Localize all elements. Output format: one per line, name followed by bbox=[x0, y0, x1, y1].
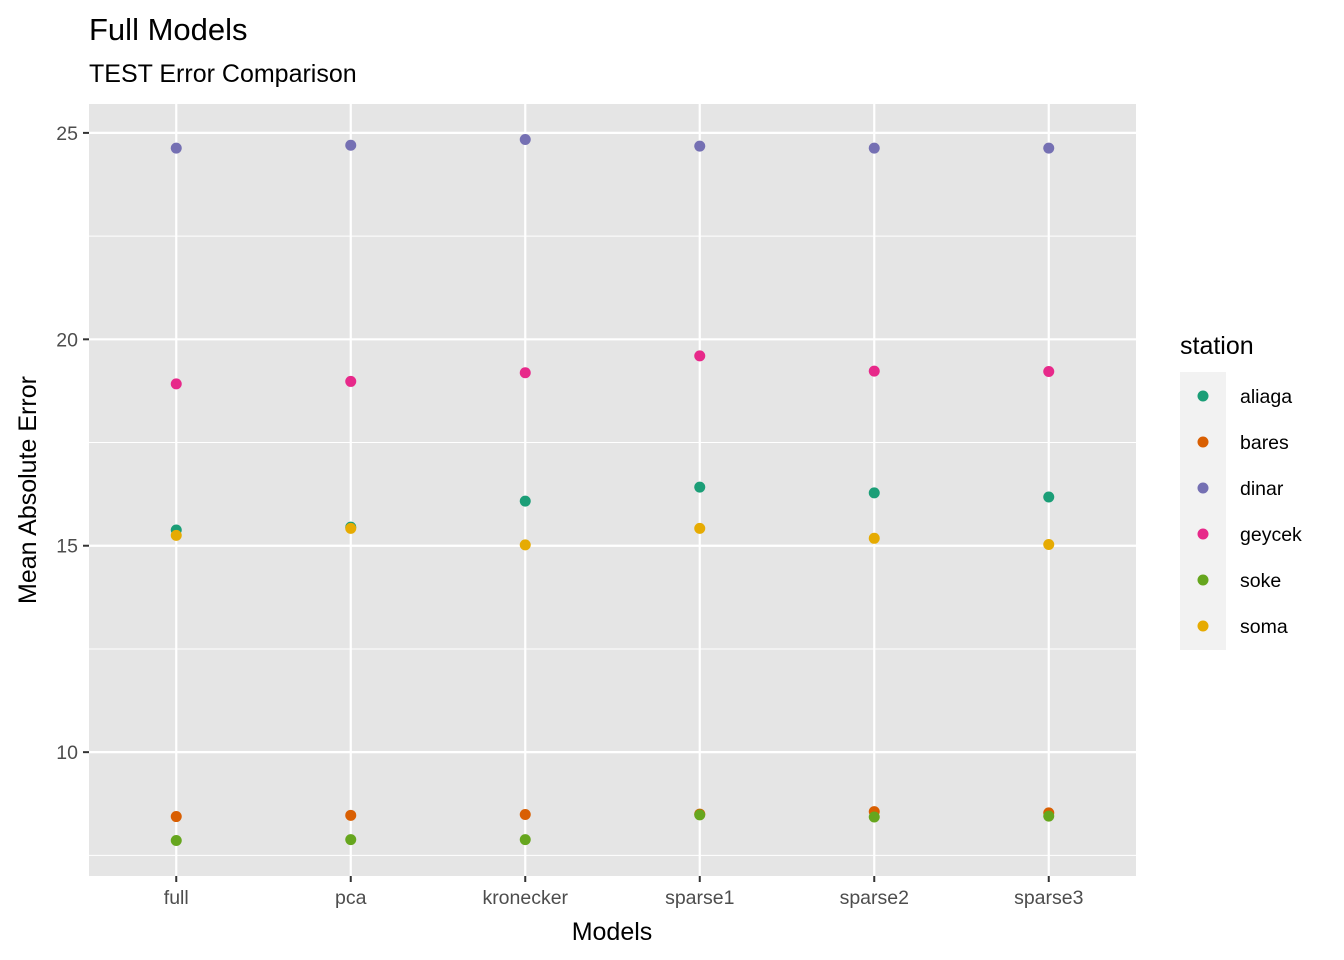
point-soma-kronecker bbox=[519, 539, 531, 551]
legend-key-soke bbox=[1197, 574, 1209, 586]
point-bares-full bbox=[170, 811, 182, 823]
point-soma-sparse2 bbox=[868, 532, 880, 544]
x-tick-label-kronecker: kronecker bbox=[482, 887, 568, 909]
point-soke-pca bbox=[345, 834, 357, 846]
point-aliaga-sparse3 bbox=[1043, 491, 1055, 503]
point-geycek-sparse2 bbox=[868, 365, 880, 377]
y-tick-label: 15 bbox=[56, 536, 78, 558]
minor-gridlines bbox=[89, 235, 1136, 856]
point-aliaga-sparse1 bbox=[694, 481, 706, 493]
x-tick-label-sparse2: sparse2 bbox=[840, 887, 909, 909]
legend-label-dinar: dinar bbox=[1240, 478, 1284, 500]
legend-key-background bbox=[1180, 372, 1226, 650]
y-axis-title: Mean Absolute Error bbox=[14, 376, 42, 604]
y-tick-label: 20 bbox=[56, 329, 78, 351]
legend-label-bares: bares bbox=[1240, 432, 1289, 454]
point-soma-pca bbox=[345, 522, 357, 534]
point-soma-sparse1 bbox=[694, 522, 706, 534]
legend-key-dinar bbox=[1197, 482, 1209, 494]
point-geycek-pca bbox=[345, 375, 357, 387]
point-bares-kronecker bbox=[519, 808, 531, 820]
point-geycek-full bbox=[170, 378, 182, 390]
x-axis: full pca kronecker sparse1 sparse2 sparse3 bbox=[164, 876, 1083, 909]
data-points bbox=[170, 134, 1055, 846]
point-geycek-kronecker bbox=[519, 367, 531, 379]
x-tick-label-full: full bbox=[164, 887, 189, 909]
point-dinar-kronecker bbox=[519, 134, 531, 146]
point-soke-full bbox=[170, 834, 182, 846]
point-aliaga-kronecker bbox=[519, 495, 531, 507]
y-tick-label: 25 bbox=[56, 123, 78, 145]
point-soke-kronecker bbox=[519, 834, 531, 846]
legend-key-soma bbox=[1197, 620, 1209, 632]
legend-label-soke: soke bbox=[1240, 570, 1281, 592]
chart-title: Full Models bbox=[89, 12, 248, 47]
point-dinar-sparse3 bbox=[1043, 142, 1055, 154]
legend-label-geycek: geycek bbox=[1240, 524, 1302, 546]
legend-label-aliaga: aliaga bbox=[1240, 386, 1292, 408]
y-axis: 10 15 20 25 bbox=[56, 123, 89, 764]
point-soke-sparse1 bbox=[694, 809, 706, 821]
point-soma-sparse3 bbox=[1043, 538, 1055, 550]
point-geycek-sparse1 bbox=[694, 350, 706, 362]
x-axis-title: Models bbox=[572, 918, 653, 946]
x-tick-label-sparse1: sparse1 bbox=[665, 887, 734, 909]
legend-key-bares bbox=[1197, 436, 1209, 448]
point-dinar-full bbox=[170, 142, 182, 154]
x-tick-label-pca: pca bbox=[335, 887, 367, 909]
point-aliaga-sparse2 bbox=[868, 487, 880, 499]
point-geycek-sparse3 bbox=[1043, 366, 1055, 378]
legend-key-geycek bbox=[1197, 528, 1209, 540]
point-dinar-sparse1 bbox=[694, 140, 706, 152]
point-bares-pca bbox=[345, 809, 357, 821]
point-soma-full bbox=[170, 529, 182, 541]
y-tick-label: 10 bbox=[56, 742, 78, 764]
point-soke-sparse2 bbox=[868, 811, 880, 823]
x-tick-label-sparse3: sparse3 bbox=[1014, 887, 1083, 909]
legend: station aliaga bares dinar geycek soke soma bbox=[1180, 332, 1302, 650]
plot-panel bbox=[89, 104, 1136, 876]
legend-title: station bbox=[1180, 332, 1254, 360]
chart-subtitle: TEST Error Comparison bbox=[89, 60, 357, 88]
point-dinar-sparse2 bbox=[868, 142, 880, 154]
legend-key-aliaga bbox=[1197, 390, 1209, 402]
point-soke-sparse3 bbox=[1043, 810, 1055, 822]
point-dinar-pca bbox=[345, 139, 357, 151]
legend-label-soma: soma bbox=[1240, 616, 1288, 638]
